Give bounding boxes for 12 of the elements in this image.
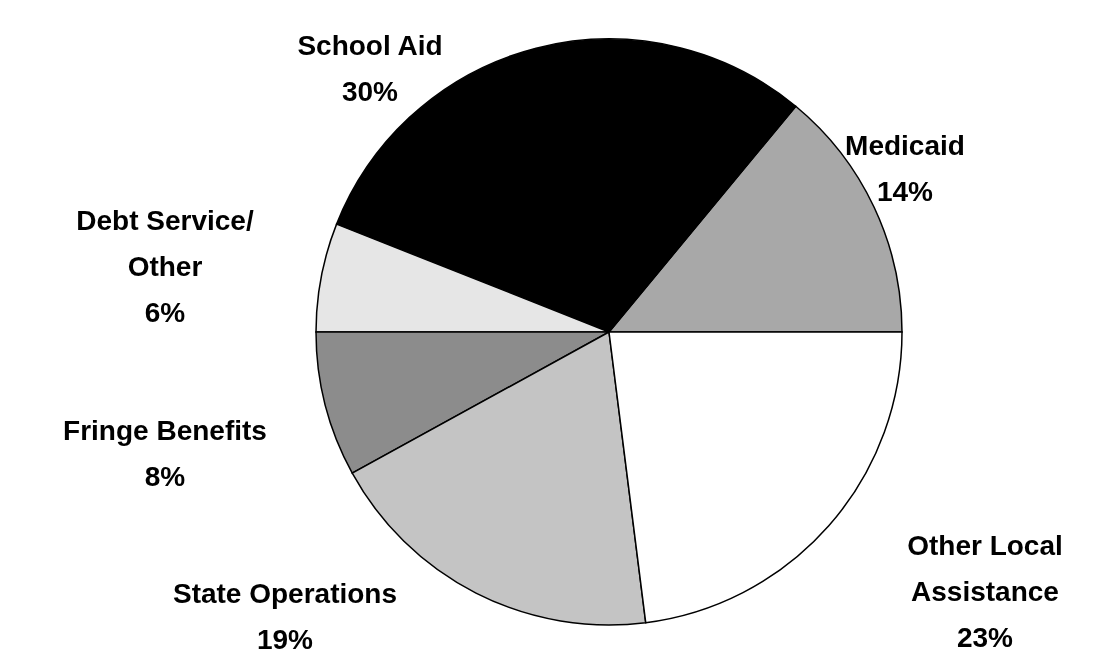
slice-label: Medicaid — [845, 130, 965, 162]
slice-label: School Aid — [297, 30, 443, 62]
slice-label: State Operations — [172, 578, 398, 610]
data-label: 23% — [956, 622, 1014, 654]
slice-label: Fringe Benefits — [63, 415, 267, 447]
data-label: 8% — [144, 461, 186, 493]
slice-label: Debt Service/ Other — [76, 205, 254, 283]
data-label: 14% — [876, 176, 934, 208]
data-label: 6% — [144, 297, 186, 329]
data-label: 30% — [341, 76, 399, 108]
data-label: 19% — [256, 624, 314, 656]
slice-label: Other Local Assistance — [907, 530, 1063, 608]
